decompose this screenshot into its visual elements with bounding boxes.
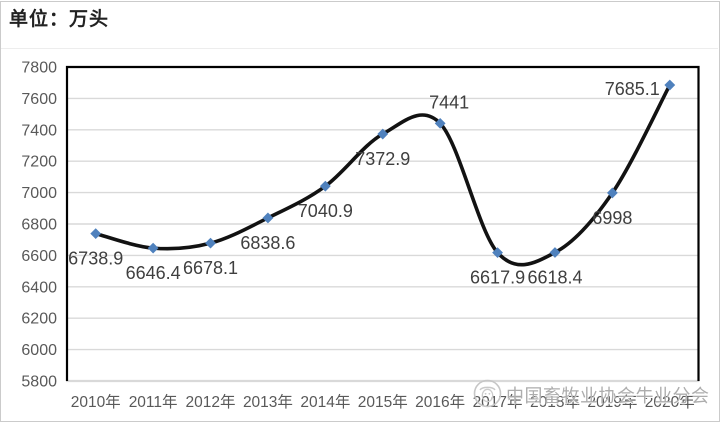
y-axis-tick-label: 6000 [21, 342, 57, 359]
data-label: 6678.1 [183, 258, 238, 278]
data-label: 7685.1 [605, 79, 660, 99]
data-point-marker [90, 228, 102, 239]
y-axis-tick-label: 7400 [21, 122, 57, 139]
x-axis-tick-label: 2014年 [300, 393, 350, 411]
data-point-marker [434, 117, 446, 129]
y-axis-tick-label: 6200 [21, 311, 57, 328]
x-axis-tick-label: 2016年 [415, 393, 465, 411]
data-point-marker [262, 212, 274, 224]
y-axis-tick-label: 6600 [21, 248, 57, 265]
data-label: 6646.4 [126, 263, 181, 283]
unit-label: 单位：万头 [9, 9, 110, 30]
x-axis-tick-label: 2012年 [186, 393, 236, 411]
y-axis-tick-label: 7600 [21, 91, 57, 108]
y-axis-tick-label: 7200 [21, 154, 57, 171]
data-label: 6617.9 [470, 268, 525, 288]
data-label: 6998 [592, 208, 632, 228]
data-point-marker [377, 128, 389, 140]
y-axis-tick-label: 6800 [21, 217, 57, 234]
plot-border [65, 65, 700, 381]
data-label: 7040.9 [298, 201, 353, 221]
data-label: 6618.4 [527, 268, 582, 288]
data-label: 7372.9 [355, 149, 410, 169]
data-point-marker [606, 187, 618, 199]
x-axis-tick-label: 2017年 [473, 393, 523, 411]
x-axis-tick-label: 2018年 [530, 393, 580, 411]
y-axis-tick-label: 6400 [21, 279, 57, 296]
faint-divider-line [1, 48, 718, 49]
data-label: 6738.9 [68, 249, 123, 269]
series-line [93, 83, 672, 267]
x-axis-tick-label: 2011年 [129, 393, 178, 411]
data-point-marker [147, 242, 159, 254]
data-label: 7441 [429, 92, 469, 112]
data-point-marker [319, 180, 331, 192]
x-axis-tick-label: 2019年 [587, 393, 637, 411]
y-axis-tick-label: 7000 [21, 185, 57, 202]
y-axis-tick-label: 5800 [21, 374, 57, 391]
x-axis-tick-label: 2015年 [358, 393, 408, 411]
data-point-marker [664, 79, 676, 91]
data-label: 6838.6 [240, 233, 295, 253]
data-point-marker [205, 237, 216, 249]
x-axis-tick-label: 2010年 [71, 393, 121, 411]
x-axis-tick-label: 2020年 [645, 393, 695, 411]
data-point-marker [549, 247, 561, 258]
x-axis-tick-label: 2013年 [243, 393, 293, 411]
y-axis-tick-label: 7800 [21, 60, 57, 77]
data-point-marker [492, 247, 503, 258]
